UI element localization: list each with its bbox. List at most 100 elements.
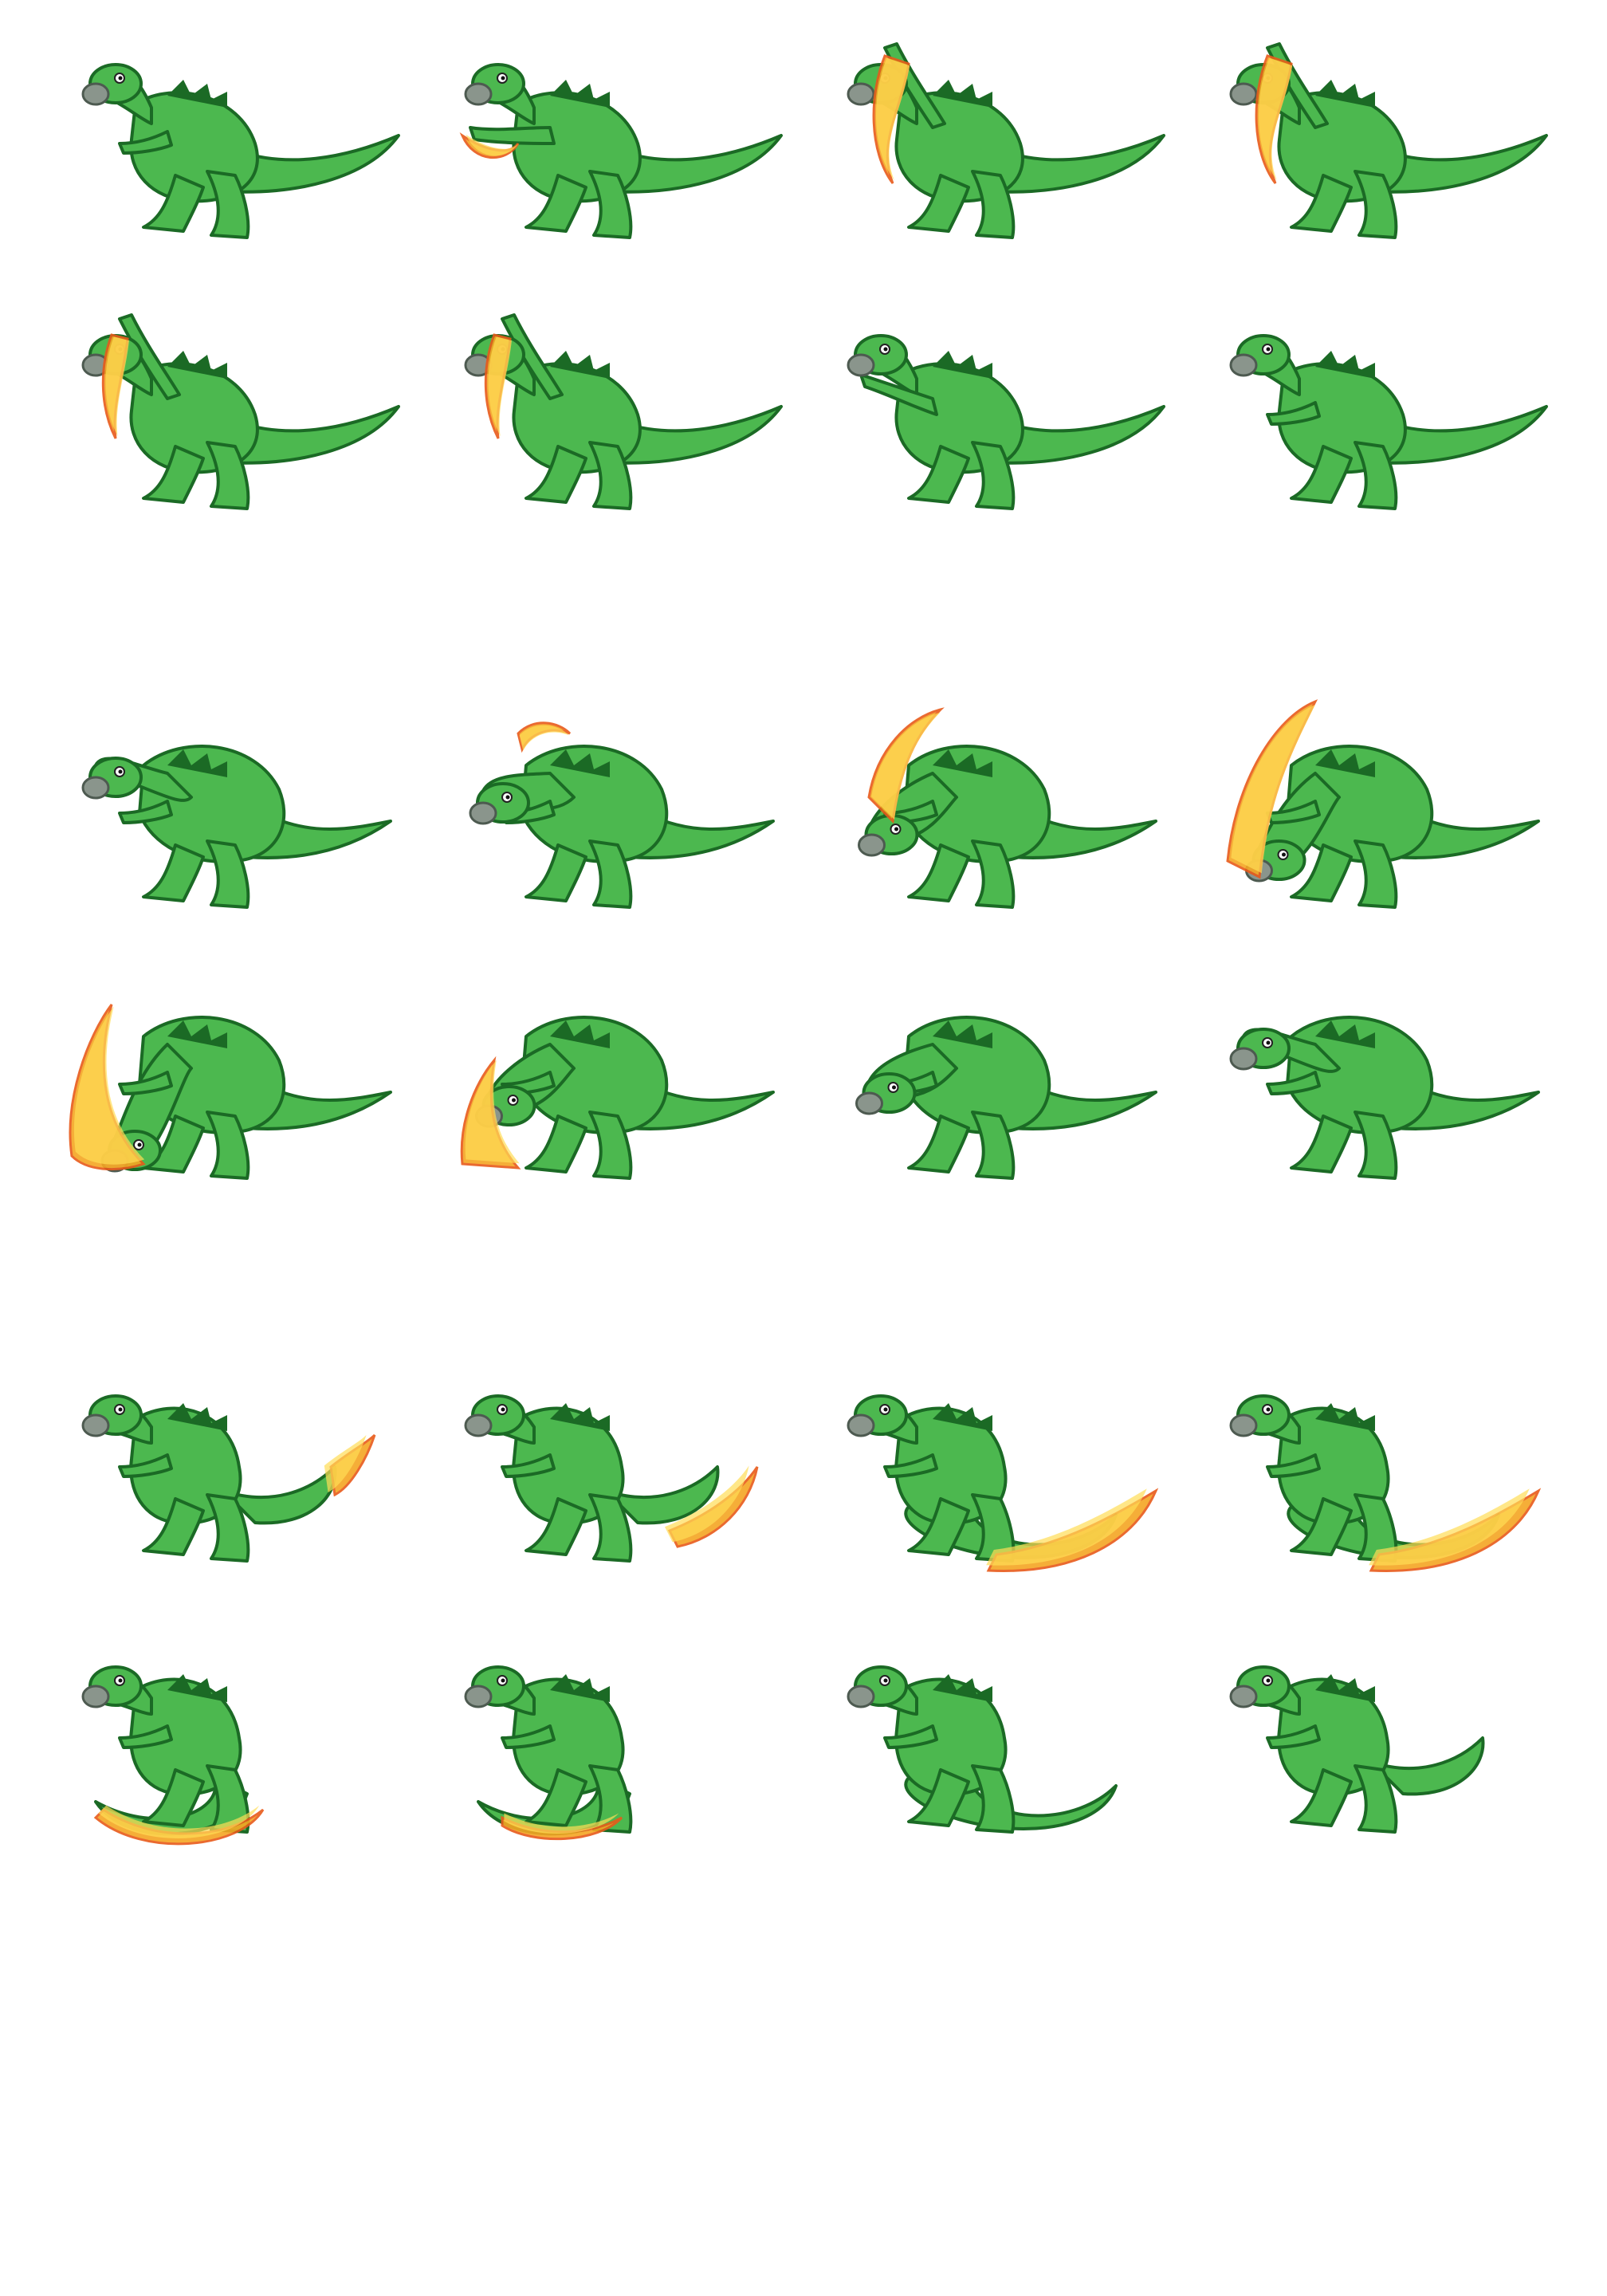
- dino-sprite: [847, 334, 1165, 510]
- dino-front-leg: [1290, 1115, 1353, 1174]
- dino-tail: [222, 134, 400, 194]
- dino-sprite: [847, 1665, 1118, 1834]
- dino-spikes: [1315, 1674, 1375, 1702]
- dino-tail: [604, 1465, 720, 1525]
- dino-beak: [469, 801, 497, 825]
- dino-tail: [1369, 1736, 1485, 1796]
- sprite-frame-1-3: [813, 32, 1180, 279]
- dino-front-leg: [1290, 1497, 1353, 1556]
- dino-body: [903, 745, 1051, 863]
- dino-beak: [858, 833, 886, 857]
- fire-effect: [665, 1465, 759, 1548]
- sprite-frame-3-4: [1196, 1355, 1562, 1602]
- dino-head: [1229, 1394, 1291, 1437]
- dino-spikes: [933, 1020, 992, 1048]
- dino-front-leg: [907, 1768, 970, 1827]
- fire-effect: [867, 707, 945, 824]
- dino-arm: [1266, 1724, 1321, 1749]
- dino-beak: [81, 1413, 110, 1437]
- dino-sprite: [847, 1394, 1159, 1572]
- dino-hind-leg: [588, 1764, 633, 1834]
- dino-head: [464, 1394, 525, 1437]
- dino-tail: [1369, 405, 1548, 465]
- dino-tail: [604, 405, 783, 465]
- dino-hind-leg: [588, 1493, 633, 1563]
- sprite-frame-3-1: [48, 1355, 415, 1602]
- dino-body: [903, 1016, 1051, 1134]
- dino-sprite: [69, 1004, 392, 1180]
- dino-sprite: [464, 313, 783, 510]
- dino-front-leg: [525, 843, 587, 902]
- dino-beak: [81, 82, 110, 106]
- dino-spikes: [167, 1403, 227, 1431]
- dino-spikes: [933, 1674, 992, 1702]
- dino-sprite: [1229, 1016, 1540, 1180]
- dino-beak: [847, 353, 875, 377]
- dino-sprite: [847, 42, 1165, 239]
- sprite-frame-3-7: [813, 1626, 1180, 1873]
- dino-sprite: [81, 63, 400, 239]
- dino-front-leg: [525, 1115, 587, 1174]
- fire-effect: [484, 333, 512, 439]
- dino-sprite: [81, 1665, 265, 1846]
- dino-sprite: [1229, 1665, 1485, 1834]
- dino-arm: [1266, 1453, 1321, 1478]
- dino-spikes: [550, 1403, 610, 1431]
- dino-body: [1286, 1016, 1434, 1134]
- dino-front-leg: [142, 1768, 205, 1827]
- dino-arm: [501, 313, 564, 400]
- dino-front-leg: [907, 174, 970, 233]
- dino-front-leg: [142, 445, 205, 504]
- dino-front-leg: [907, 843, 970, 902]
- dino-sprite: [1229, 334, 1548, 510]
- dino-front-leg: [907, 445, 970, 504]
- sprite-frame-1-1: [48, 32, 415, 279]
- dino-head: [847, 1665, 908, 1708]
- dino-arm: [118, 1071, 173, 1095]
- sprite-frame-1-2: [430, 32, 797, 279]
- dino-sprite: [81, 1394, 376, 1563]
- dino-arm: [118, 1724, 173, 1749]
- dino-tail: [1369, 134, 1548, 194]
- sprite-frame-3-3: [813, 1355, 1180, 1602]
- sprite-frame-2-6: [430, 973, 797, 1220]
- dino-hind-leg: [206, 1493, 250, 1563]
- dino-hind-leg: [971, 1111, 1016, 1180]
- sprite-frame-3-2: [430, 1355, 797, 1602]
- sprite-frame-1-8: [1196, 303, 1562, 550]
- dino-hind-leg: [588, 839, 633, 909]
- dino-arm: [469, 126, 556, 145]
- dino-head: [1229, 1028, 1291, 1071]
- sprite-frame-1-5: [48, 303, 415, 550]
- fire-effect: [517, 721, 572, 753]
- fire-effect: [872, 54, 910, 184]
- dino-beak: [464, 1685, 493, 1708]
- sprite-frame-2-4: [1196, 699, 1562, 949]
- dino-hind-leg: [206, 441, 250, 510]
- dino-head: [81, 1394, 143, 1437]
- dino-front-leg: [525, 1768, 587, 1827]
- dino-beak: [1229, 1685, 1258, 1708]
- fire-effect: [460, 1056, 521, 1170]
- dino-spikes: [550, 1020, 610, 1048]
- dino-spikes: [550, 351, 610, 379]
- dino-spikes: [167, 749, 227, 777]
- sprite-frame-3-6: [430, 1626, 797, 1873]
- fire-effect: [101, 333, 129, 439]
- dino-hind-leg: [206, 1764, 250, 1834]
- dino-spikes: [167, 351, 227, 379]
- dino-hind-leg: [206, 839, 250, 909]
- dino-head: [858, 814, 919, 857]
- dino-head: [81, 63, 143, 106]
- dino-head: [81, 1665, 143, 1708]
- dino-arm: [859, 373, 938, 416]
- dino-hind-leg: [1354, 441, 1398, 510]
- dino-front-leg: [142, 843, 205, 902]
- dino-spikes: [933, 749, 992, 777]
- dino-beak: [1229, 1413, 1258, 1437]
- dino-tail: [987, 134, 1165, 194]
- dino-arm: [1266, 1071, 1321, 1095]
- dino-sprite: [1226, 699, 1540, 909]
- sprite-frame-1-7: [813, 303, 1180, 550]
- dino-spikes: [167, 1020, 227, 1048]
